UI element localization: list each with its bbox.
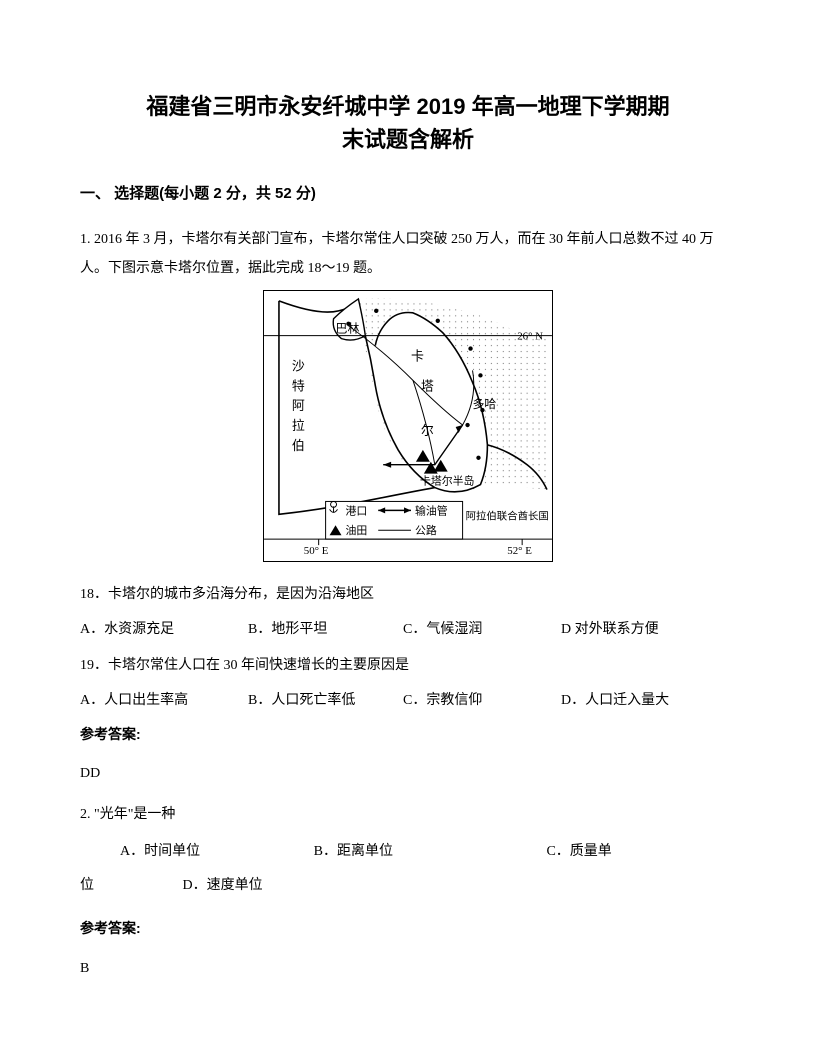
label-bahrain: 巴林 [336,321,360,335]
q19-opt-b: B．人口死亡率低 [248,686,403,715]
label-saudi-2: 特 [292,379,305,393]
q18-opt-a: A．水资源充足 [80,615,248,644]
label-doha: 多哈 [473,397,497,411]
label-qatar-r: 尔 [421,424,434,438]
answer-value-2: B [80,956,736,981]
title-line-1: 福建省三明市永安纤城中学 2019 年高一地理下学期期 [80,90,736,123]
q19-opt-d: D．人口迁入量大 [561,686,669,715]
q2-opt-c2: 位 [80,869,94,903]
q1-intro: 1. 2016 年 3 月，卡塔尔有关部门宣布，卡塔尔常住人口突破 250 万人… [80,225,736,284]
label-saudi-5: 伯 [292,439,305,453]
q19-opt-c: C．宗教信仰 [403,686,561,715]
q18-opt-d: D 对外联系方便 [561,615,659,644]
label-saudi-4: 拉 [292,419,305,433]
q18-stem: 18．卡塔尔的城市多沿海分布，是因为沿海地区 [80,580,736,609]
q19-stem: 19．卡塔尔常住人口在 30 年间快速增长的主要原因是 [80,651,736,680]
legend-oil: 油田 [345,523,367,537]
q2-opt-d: D．速度单位 [183,869,263,903]
q18-options: A．水资源充足 B．地形平坦 C．气候湿润 D 对外联系方便 [80,615,736,644]
exam-title: 福建省三明市永安纤城中学 2019 年高一地理下学期期 末试题含解析 [80,90,736,156]
map-box: 巴林 沙 特 阿 拉 伯 卡 塔 尔 多哈 卡塔尔半岛 港口 输油管 油田 [263,290,553,562]
legend-pipe: 输油管 [415,503,448,517]
qatar-map-icon: 巴林 沙 特 阿 拉 伯 卡 塔 尔 多哈 卡塔尔半岛 港口 输油管 油田 [264,291,552,561]
q2-opt-c: C．质量单 [546,835,611,869]
q2-opt-a: A．时间单位 [120,835,200,869]
title-line-2: 末试题含解析 [80,123,736,156]
legend-road: 公路 [415,524,437,537]
q2-stem: 2. "光年"是一种 [80,800,736,829]
label-lon-right: 52° E [507,545,532,557]
label-uae: 阿拉伯联合酋长国 [466,509,549,522]
q18-opt-c: C．气候湿润 [403,615,561,644]
map-figure: 巴林 沙 特 阿 拉 伯 卡 塔 尔 多哈 卡塔尔半岛 港口 输油管 油田 [80,290,736,570]
label-qatar-k: 卡 [411,349,424,363]
answer-label-1: 参考答案: [80,722,736,747]
label-lon-left: 50° E [304,545,329,557]
label-lat: 26° N [517,330,543,342]
answer-value-1: DD [80,761,736,786]
label-saudi-3: 阿 [292,399,305,413]
q18-opt-b: B．地形平坦 [248,615,403,644]
label-peninsula: 卡塔尔半岛 [420,473,475,487]
answer-label-2: 参考答案: [80,916,736,941]
q2-opt-b: B．距离单位 [314,835,393,869]
q19-opt-a: A．人口出生率高 [80,686,248,715]
label-qatar-t: 塔 [421,379,434,393]
section-heading: 一、 选择题(每小题 2 分，共 52 分) [80,180,736,207]
label-saudi-1: 沙 [292,359,305,373]
q2-options: A．时间单位 B．距离单位 C．质量单 位 D．速度单位 [80,835,736,902]
legend-port: 港口 [345,504,367,517]
q19-options: A．人口出生率高 B．人口死亡率低 C．宗教信仰 D．人口迁入量大 [80,686,736,715]
